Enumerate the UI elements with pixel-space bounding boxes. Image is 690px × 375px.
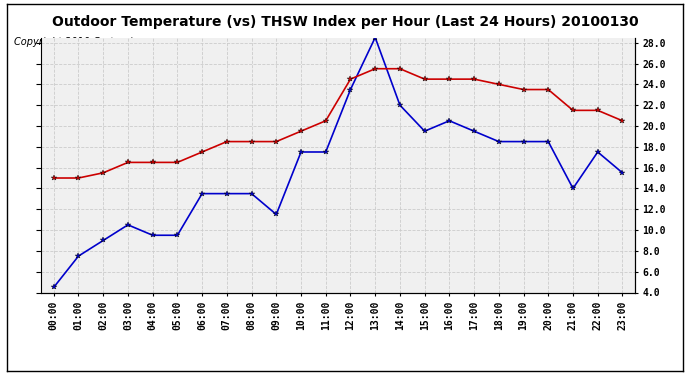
Text: Outdoor Temperature (vs) THSW Index per Hour (Last 24 Hours) 20100130: Outdoor Temperature (vs) THSW Index per …	[52, 15, 638, 29]
Text: Copyright 2010 Cartronics.com: Copyright 2010 Cartronics.com	[14, 37, 167, 47]
